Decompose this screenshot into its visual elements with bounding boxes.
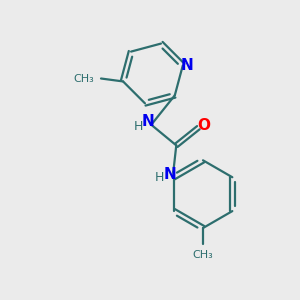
Text: CH₃: CH₃ <box>193 250 213 260</box>
Text: N: N <box>164 167 177 182</box>
Text: CH₃: CH₃ <box>74 74 94 83</box>
Text: N: N <box>181 58 194 73</box>
Text: O: O <box>197 118 210 133</box>
Text: H: H <box>133 120 143 133</box>
Text: H: H <box>154 171 164 184</box>
Text: N: N <box>142 114 155 129</box>
